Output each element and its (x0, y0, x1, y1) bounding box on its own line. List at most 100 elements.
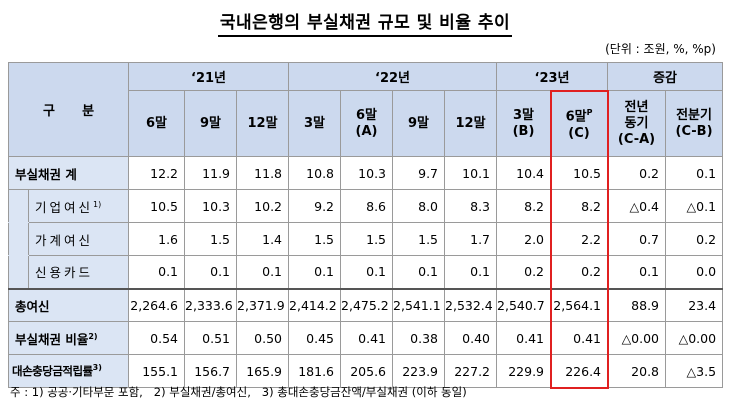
header-col-line1: 6말 (146, 115, 168, 131)
table-cell: 0.51 (184, 321, 238, 355)
indent-cell (8, 222, 29, 256)
header-group-22: ‘22년 (288, 62, 498, 91)
table-cell: 0.0 (665, 255, 724, 289)
header-col-3: 3말 (288, 90, 342, 157)
table-cell: 2,532.4 (444, 287, 498, 322)
table-cell: 181.6 (288, 354, 342, 388)
table-cell: 0.2 (665, 222, 724, 256)
table-cell: 0.1 (392, 255, 446, 289)
table-cell: 11.8 (236, 156, 290, 190)
table-cell: 8.3 (444, 189, 498, 223)
table-cell: 227.2 (444, 354, 498, 388)
row-label: 대손충당금적립률3) (7, 354, 130, 388)
indent-cell (8, 255, 29, 289)
row-label-text: 신용카드 (35, 265, 94, 281)
table-cell: 0.38 (392, 321, 446, 355)
header-col-line: (C) (568, 125, 590, 141)
header-col-sup: P (586, 108, 593, 118)
table-cell: 1.4 (236, 222, 290, 256)
table-cell: 155.1 (128, 354, 186, 388)
table-cell: △3.5 (665, 354, 724, 388)
table-cell: 10.3 (340, 156, 394, 190)
header-col-line1: 12말 (455, 115, 486, 131)
header-col-10: 전분기 (C-B) (665, 90, 724, 157)
footnote: 주 : 1) 공공·기타부문 포함, 2) 부실채권/총여신, 3) 총대손충당… (10, 385, 467, 399)
header-group-23: ‘23년 (496, 62, 609, 91)
table-cell: 0.2 (496, 255, 552, 289)
header-col-line: (B) (512, 123, 535, 139)
table-cell: 88.9 (607, 287, 667, 322)
table-row: 기업여신1) 10.5 10.3 10.2 9.2 8.6 8.0 8.3 8.2 8.2 △0.4… (8, 189, 724, 223)
table-cell: 0.1 (128, 255, 186, 289)
table-cell: 10.5 (128, 189, 186, 223)
header-col-line: 동기 (624, 115, 649, 131)
table-cell: 0.41 (496, 321, 552, 355)
header-col-5: 9말 (392, 90, 446, 157)
header-col-1: 9말 (184, 90, 238, 157)
row-label-text: 대손충당금적립률 (12, 364, 93, 378)
table-cell: △0.00 (665, 321, 724, 355)
row-label-sup: 1) (93, 199, 102, 209)
row-label-text: 부실채권 비율 (15, 331, 89, 347)
row-label-text: 총여신 (15, 298, 50, 314)
header-col-line1: 3말 (513, 107, 535, 123)
header-col-4: 6말 (A) (340, 90, 394, 157)
table-cell: 0.41 (550, 321, 609, 355)
table-cell: 1.5 (340, 222, 394, 256)
header-group-21: ‘21년 (128, 62, 290, 91)
table-cell: 8.0 (392, 189, 446, 223)
table-cell: 0.54 (128, 321, 186, 355)
table-cell: 1.5 (184, 222, 238, 256)
header-group-change: 증감 (607, 62, 724, 91)
table-cell: 0.1 (184, 255, 238, 289)
table-cell: △0.1 (665, 189, 724, 223)
unit-label: (단위 : 조원, %, %p) (605, 42, 716, 56)
header-col-line1: 3말 (304, 115, 326, 131)
table-cell: 0.41 (340, 321, 394, 355)
row-label: 총여신 (7, 287, 130, 322)
header-col-line1: 12말 (247, 115, 278, 131)
table-cell: 0.2 (550, 255, 609, 289)
header-col-2: 12말 (236, 90, 290, 157)
header-col-line: (C-B) (675, 123, 713, 139)
row-label-text: 기업여신 (35, 199, 94, 215)
table-cell: 0.2 (607, 156, 667, 190)
row-label: 가계여신 (27, 222, 130, 256)
header-col-line1: 6말P (565, 108, 593, 125)
row-label-text: 부실채권 계 (15, 166, 77, 182)
table-cell: 1.5 (392, 222, 446, 256)
bad-loan-table: 구 분 ‘21년 ‘22년 ‘23년 증감 6말 9말 12말 3말 6말 (A) 9말 12… (7, 62, 724, 388)
table-cell: 10.8 (288, 156, 342, 190)
table-cell: 0.50 (236, 321, 290, 355)
row-label-sup: 2) (88, 331, 98, 341)
table-row: 부실채권 계 12.2 11.9 11.8 10.8 10.3 9.7 10.1 10.4 10.… (7, 156, 724, 190)
table-cell: 0.1 (665, 156, 724, 190)
table-cell: 2,371.9 (236, 287, 290, 322)
table-cell: 229.9 (496, 354, 552, 388)
table-cell: 12.2 (128, 156, 186, 190)
table-cell: 1.6 (128, 222, 186, 256)
table-cell: 8.2 (550, 189, 609, 223)
table-cell: 1.5 (288, 222, 342, 256)
table-cell: 2,540.7 (496, 287, 552, 322)
table-cell: 23.4 (665, 287, 724, 322)
table-cell: 0.1 (444, 255, 498, 289)
header-col-line1: 9말 (408, 115, 430, 131)
table-cell: 0.7 (607, 222, 667, 256)
header-col-6: 12말 (444, 90, 498, 157)
table-cell: 0.1 (236, 255, 290, 289)
table-cell: 0.1 (340, 255, 394, 289)
header-col-line1: 전분기 (676, 107, 712, 123)
table-cell: △0.4 (607, 189, 667, 223)
row-label-sup: 3) (92, 363, 102, 373)
table-cell: 2,414.2 (288, 287, 342, 322)
header-col-line1: 전년 (624, 99, 649, 115)
table-cell: 2,541.1 (392, 287, 446, 322)
table-cell: 10.2 (236, 189, 290, 223)
table-cell: 10.3 (184, 189, 238, 223)
header-col-8: 6말P (C) (550, 90, 609, 157)
table-cell: 156.7 (184, 354, 238, 388)
row-label: 기업여신1) (27, 189, 130, 223)
table-cell: 2,264.6 (128, 287, 186, 322)
table-cell: 11.9 (184, 156, 238, 190)
